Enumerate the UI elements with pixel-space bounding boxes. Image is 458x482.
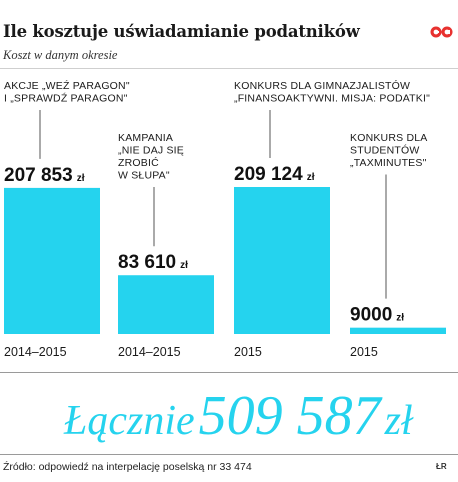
- total-summary: Łącznie 509 587 zł: [64, 384, 413, 448]
- category-label: 2014–2015: [118, 345, 181, 359]
- chart-subtitle: Koszt w danym okresie: [3, 48, 118, 62]
- category-label: 2014–2015: [4, 345, 67, 359]
- annotation-text: KONKURS DLA GIMNAZJALISTÓW: [234, 79, 410, 92]
- bar-value-label: 9000: [350, 305, 392, 326]
- bar-unit-label: zł: [77, 173, 85, 184]
- annotation-text: KONKURS DLA: [350, 132, 427, 144]
- bar-value-label: 83 610: [118, 252, 176, 273]
- bar: [118, 275, 214, 334]
- annotation-text: W SŁUPA": [118, 170, 170, 182]
- source-divider: [0, 454, 458, 455]
- total-unit: zł: [384, 398, 413, 444]
- annotation-text: „NIE DAJ SIĘ: [118, 145, 184, 157]
- annotation-text: I „SPRAWDŹ PARAGON": [4, 92, 128, 105]
- top-divider: [0, 68, 458, 69]
- annotation-text: KAMPANIA: [118, 132, 173, 144]
- bar-unit-label: zł: [180, 260, 188, 271]
- total-value: 509 587: [198, 385, 381, 447]
- axis-baseline: [0, 372, 458, 373]
- annotation-text: AKCJE „WEŹ PARAGON": [4, 79, 130, 92]
- bar: [4, 187, 100, 334]
- bar-value-label: 209 124: [234, 164, 303, 185]
- annotation-text: ZROBIĆ: [118, 156, 159, 169]
- annotation-text: „TAXMINUTES": [350, 157, 427, 169]
- bar: [234, 187, 330, 334]
- chart-title: Ile kosztuje uświadamianie podatników: [3, 22, 360, 41]
- author-initials: ŁR: [436, 462, 447, 471]
- bar-unit-label: zł: [307, 172, 315, 183]
- category-label: 2015: [234, 345, 262, 359]
- bar: [350, 327, 446, 334]
- annotation-text: STUDENTÓW: [350, 144, 419, 157]
- publisher-logo-icon: [430, 26, 453, 38]
- source-note: Źródło: odpowiedź na interpelację posels…: [3, 461, 252, 473]
- category-label: 2015: [350, 345, 378, 359]
- bar-unit-label: zł: [396, 313, 404, 324]
- bar-value-label: 207 853: [4, 165, 73, 186]
- annotation-text: „FINANSOAKTYWNI. MISJA: PODATKI": [234, 93, 430, 105]
- total-label: Łącznie: [64, 398, 195, 444]
